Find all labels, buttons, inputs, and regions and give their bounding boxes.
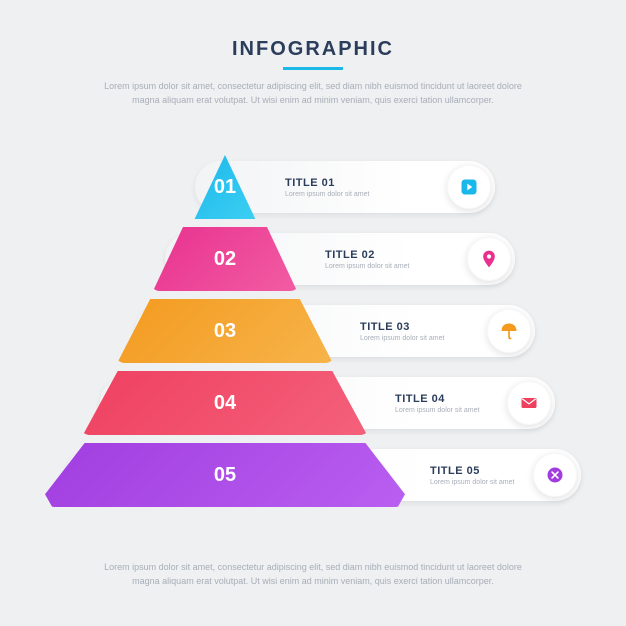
footer-description: Lorem ipsum dolor sit amet, consectetur … bbox=[93, 561, 533, 588]
pyramid-row-2: TITLE 02 Lorem ipsum dolor sit amet 02 bbox=[45, 227, 581, 291]
sub-5: Lorem ipsum dolor sit amet bbox=[430, 479, 514, 486]
sub-4: Lorem ipsum dolor sit amet bbox=[395, 407, 479, 414]
pyramid-row-4: TITLE 04 Lorem ipsum dolor sit amet 04 bbox=[45, 371, 581, 435]
pyramid-slice-3: 03 bbox=[115, 299, 335, 363]
play-box-icon bbox=[447, 165, 491, 209]
pyramid-row-1: TITLE 01 Lorem ipsum dolor sit amet 01 bbox=[45, 155, 581, 219]
pyramid-row-3: TITLE 03 Lorem ipsum dolor sit amet 03 bbox=[45, 299, 581, 363]
num-2: 02 bbox=[214, 248, 236, 271]
title-3: TITLE 03 bbox=[360, 321, 444, 333]
sub-1: Lorem ipsum dolor sit amet bbox=[285, 191, 369, 198]
title-4: TITLE 04 bbox=[395, 393, 479, 405]
pyramid-slice-5: 05 bbox=[45, 443, 405, 507]
title-5: TITLE 05 bbox=[430, 465, 514, 477]
sub-2: Lorem ipsum dolor sit amet bbox=[325, 263, 409, 270]
footer: Lorem ipsum dolor sit amet, consectetur … bbox=[0, 561, 626, 588]
header: INFOGRAPHIC Lorem ipsum dolor sit amet, … bbox=[0, 38, 626, 107]
title-1: TITLE 01 bbox=[285, 177, 369, 189]
pyramid-infographic: TITLE 01 Lorem ipsum dolor sit amet 01 T… bbox=[45, 155, 581, 515]
page-title: INFOGRAPHIC bbox=[0, 38, 626, 61]
pyramid-slice-1: 01 bbox=[185, 155, 265, 219]
header-description: Lorem ipsum dolor sit amet, consectetur … bbox=[93, 80, 533, 107]
num-4: 04 bbox=[214, 392, 236, 415]
num-1: 01 bbox=[214, 176, 236, 199]
sub-3: Lorem ipsum dolor sit amet bbox=[360, 335, 444, 342]
pyramid-slice-2: 02 bbox=[150, 227, 300, 291]
num-3: 03 bbox=[214, 320, 236, 343]
map-pin-icon bbox=[467, 237, 511, 281]
x-circle-icon bbox=[533, 453, 577, 497]
title-2: TITLE 02 bbox=[325, 249, 409, 261]
umbrella-icon bbox=[487, 309, 531, 353]
mail-icon bbox=[507, 381, 551, 425]
title-underline bbox=[283, 67, 343, 70]
pyramid-slice-4: 04 bbox=[80, 371, 370, 435]
num-5: 05 bbox=[214, 464, 236, 487]
pyramid-row-5: TITLE 05 Lorem ipsum dolor sit amet 05 bbox=[45, 443, 581, 507]
